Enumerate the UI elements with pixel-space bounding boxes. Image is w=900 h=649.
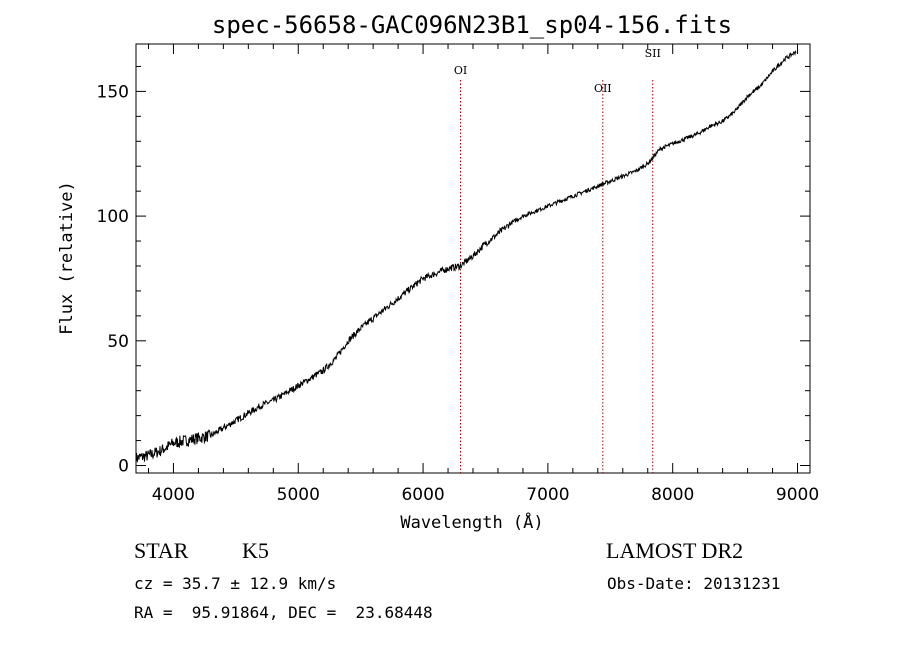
x-tick-label: 4000 [152,485,195,505]
y-tick-label: 50 [107,332,129,352]
y-tick-label: 100 [97,207,129,227]
spectrum-line [135,49,797,465]
redshift-velocity: cz = 35.7 ± 12.9 km/s [134,574,337,593]
y-tick-label: 150 [97,82,129,102]
x-tick-label: 8000 [651,485,694,505]
y-tick-label: 0 [118,457,129,477]
observation-date: Obs-Date: 20131231 [607,574,781,593]
coordinates: RA = 95.91864, DEC = 23.68448 [134,603,433,622]
x-tick-label: 7000 [526,485,569,505]
spectral-line-label: SII [645,47,661,60]
spectral-line-markers: OI OII SII [454,47,661,473]
x-tick-label: 9000 [776,485,819,505]
x-tick-label: 5000 [277,485,320,505]
axis-ticks: 4000 5000 6000 7000 8000 9000 0 50 100 150 [97,44,819,505]
chart-title: spec-56658-GAC096N23B1_sp04-156.fits [212,11,732,39]
x-tick-label: 6000 [401,485,444,505]
object-class: STAR [134,538,189,563]
survey-name: LAMOST DR2 [606,538,744,563]
object-subclass: K5 [242,538,269,563]
spectral-line-label: OII [594,82,612,95]
spectral-line-label: OI [454,64,467,77]
y-axis-label: Flux (relative) [57,181,77,335]
x-axis-label: Wavelength (Å) [400,511,543,533]
